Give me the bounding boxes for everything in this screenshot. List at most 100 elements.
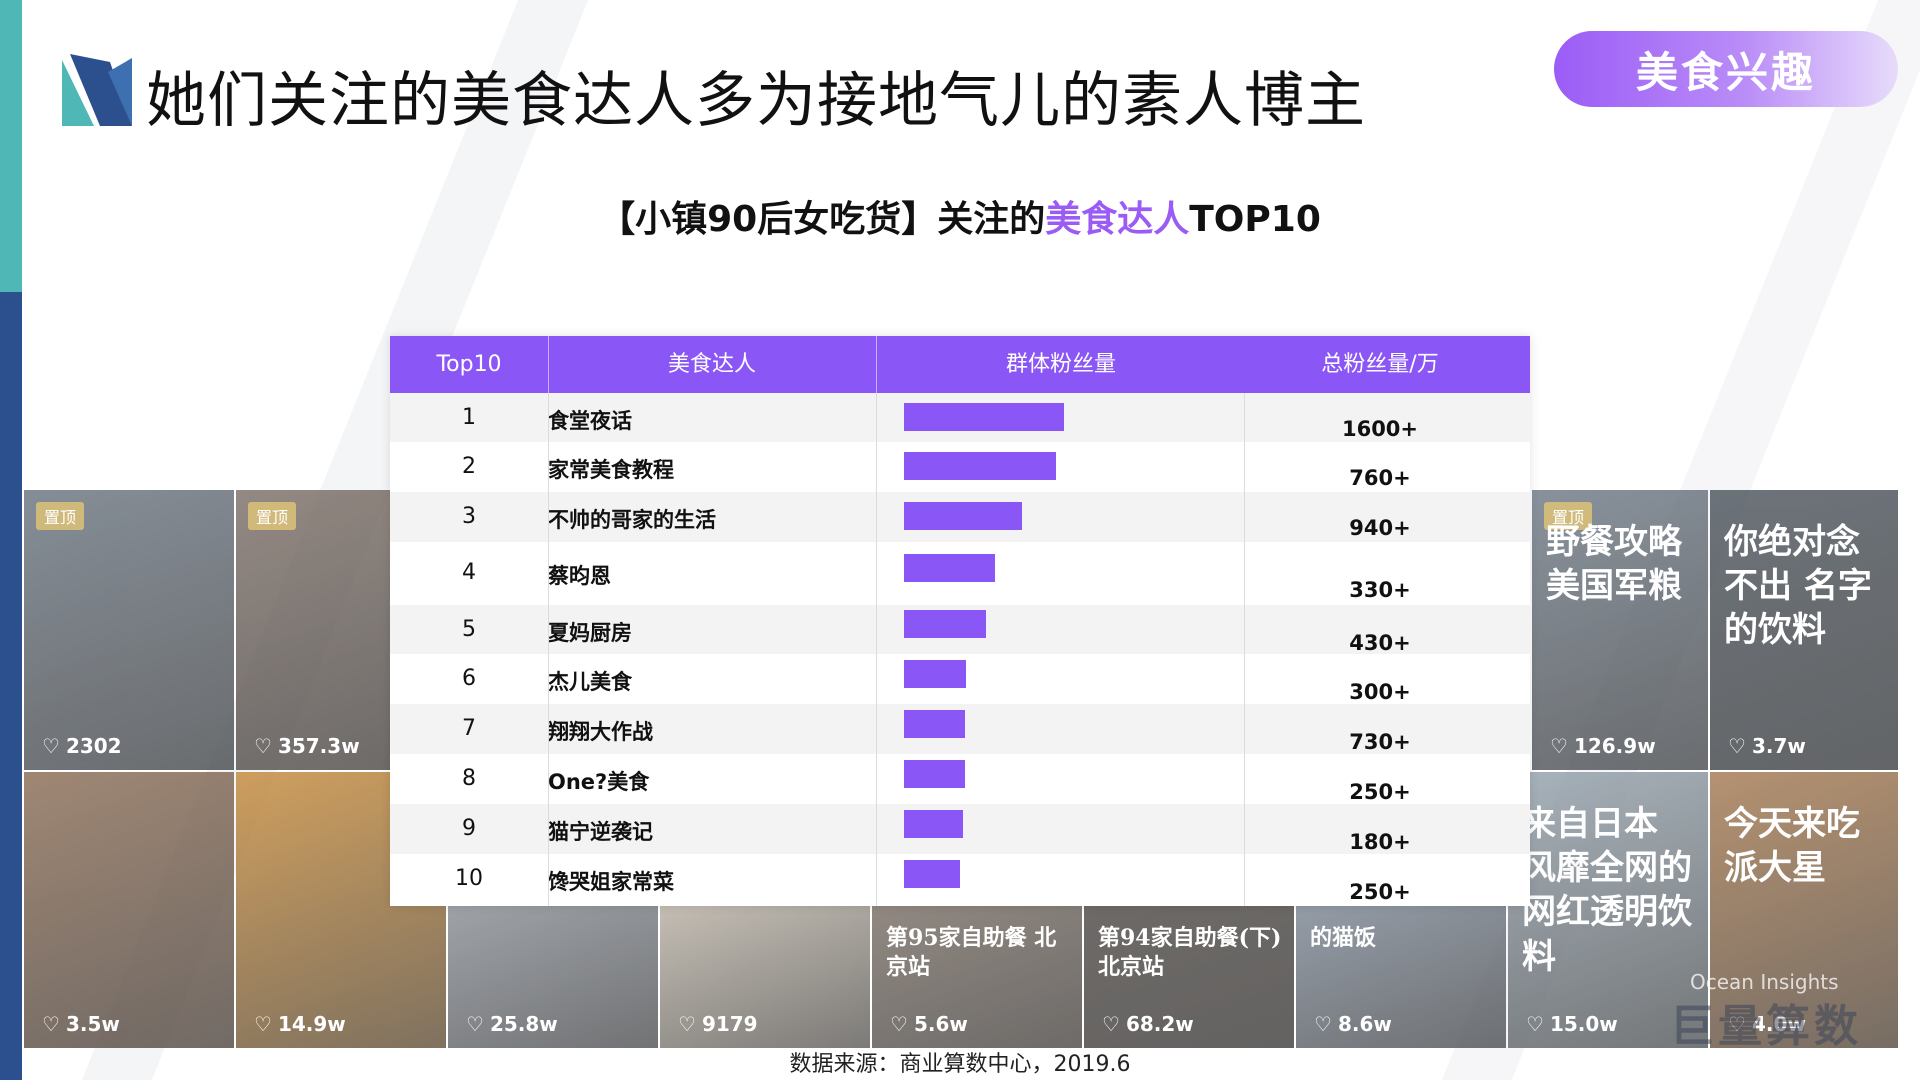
like-count-value: 3.5w xyxy=(65,1012,120,1036)
like-count-value: 68.2w xyxy=(1125,1012,1194,1036)
influencer-name-cell: 夏妈厨房 xyxy=(548,621,632,645)
total-fans-cell: 730+ xyxy=(1349,730,1411,754)
background-video-tile: 第95家自助餐 北京站 ♡ 5.6w xyxy=(872,906,1082,1048)
total-fans-cell: 250+ xyxy=(1349,780,1411,804)
brand-watermark: 巨量算数 xyxy=(1670,1001,1862,1052)
background-video-tile: 的猫饭 ♡ 8.6w xyxy=(1296,906,1506,1048)
total-fans-cell: 180+ xyxy=(1349,830,1411,854)
like-count: ♡ 68.2w xyxy=(1102,1012,1194,1036)
like-count: ♡ 15.0w xyxy=(1526,1012,1618,1036)
rank-cell: 5 xyxy=(462,617,476,642)
pinned-badge: 置顶 xyxy=(248,502,297,530)
ranking-table: Top10 美食达人 群体粉丝量 总粉丝量/万 1 食堂夜话 1600+ 2 家常美食教… xyxy=(390,336,1530,906)
column-header-group-fans: 群体粉丝量 xyxy=(1005,352,1116,377)
table-row: 7 翔翔大作战 730+ xyxy=(390,704,1530,754)
total-fans-cell: 940+ xyxy=(1349,516,1411,540)
table-row: 6 杰儿美食 300+ xyxy=(390,654,1530,704)
total-fans-cell: 430+ xyxy=(1349,631,1411,655)
group-fans-bar xyxy=(904,502,1022,530)
influencer-name-cell: 杰儿美食 xyxy=(548,670,632,694)
heart-icon: ♡ xyxy=(1314,1012,1332,1036)
tile-caption: 的猫饭 xyxy=(1310,925,1377,951)
table-row: 2 家常美食教程 760+ xyxy=(390,442,1530,492)
background-video-tile: ♡ 9179 xyxy=(660,906,870,1048)
group-fans-bar xyxy=(904,660,966,688)
table-row: 4 蔡昀恩 330+ xyxy=(390,542,1530,605)
heart-icon: ♡ xyxy=(1550,734,1568,758)
heart-icon: ♡ xyxy=(466,1012,484,1036)
like-count: ♡ 3.7w xyxy=(1728,734,1806,758)
rank-cell: 9 xyxy=(462,816,476,841)
rank-cell: 1 xyxy=(462,405,476,430)
group-fans-bar xyxy=(904,810,963,838)
like-count-value: 126.9w xyxy=(1573,734,1656,758)
rank-cell: 10 xyxy=(455,866,483,891)
rank-cell: 7 xyxy=(462,716,476,741)
logo-icon xyxy=(62,54,132,126)
rank-cell: 6 xyxy=(462,666,476,691)
like-count: ♡ 2302 xyxy=(42,734,122,758)
accent-strip-top xyxy=(0,0,22,292)
column-header-rank: Top10 xyxy=(436,352,502,377)
table-row: 10 馋哭姐家常菜 250+ xyxy=(390,854,1530,906)
tile-caption: 第95家自助餐 北京站 xyxy=(886,925,1057,980)
like-count: ♡ 9179 xyxy=(678,1012,758,1036)
table-row: 1 食堂夜话 1600+ xyxy=(390,393,1530,442)
background-video-tile: ♡ 25.8w xyxy=(448,906,658,1048)
like-count: ♡ 5.6w xyxy=(890,1012,968,1036)
heart-icon: ♡ xyxy=(254,1012,272,1036)
table-row: 9 猫宁逆袭记 180+ xyxy=(390,804,1530,854)
background-video-tile: 第94家自助餐(下) 北京站 ♡ 68.2w xyxy=(1084,906,1294,1048)
total-fans-cell: 1600+ xyxy=(1341,417,1419,441)
like-count: ♡ 357.3w xyxy=(254,734,360,758)
tile-caption: 你绝对念不出 名字的饮料 xyxy=(1724,522,1872,651)
background-video-tile: 置顶 ♡ 357.3w xyxy=(236,490,391,770)
like-count: ♡ 126.9w xyxy=(1550,734,1656,758)
heart-icon: ♡ xyxy=(254,734,272,758)
influencer-name-cell: 猫宁逆袭记 xyxy=(548,820,653,844)
heart-icon: ♡ xyxy=(42,1012,60,1036)
group-fans-bar xyxy=(904,452,1056,480)
total-fans-cell: 300+ xyxy=(1349,680,1411,704)
like-count-value: 357.3w xyxy=(277,734,360,758)
like-count: ♡ 4.0w xyxy=(1728,1012,1806,1036)
rank-cell: 3 xyxy=(462,504,476,529)
heart-icon: ♡ xyxy=(1102,1012,1120,1036)
column-divider xyxy=(876,393,877,906)
total-fans-cell: 330+ xyxy=(1349,578,1411,602)
influencer-name-cell: One?美食 xyxy=(548,770,650,794)
column-divider xyxy=(548,393,549,906)
tile-caption: 野餐攻略 美国军粮 xyxy=(1546,522,1682,607)
subtitle-prefix: 【小镇90后女吃货】关注的 xyxy=(599,199,1046,240)
pinned-badge: 置顶 xyxy=(1544,502,1593,530)
pinned-badge: 置顶 xyxy=(36,502,85,530)
influencer-name-cell: 家常美食教程 xyxy=(548,458,674,482)
watermark: Ocean Insights xyxy=(1690,970,1839,994)
like-count-value: 25.8w xyxy=(489,1012,558,1036)
table-row: 3 不帅的哥家的生活 940+ xyxy=(390,492,1530,542)
total-fans-cell: 760+ xyxy=(1349,466,1411,490)
group-fans-bar xyxy=(904,403,1064,431)
subtitle-suffix: TOP10 xyxy=(1189,199,1321,240)
group-fans-bar xyxy=(904,554,995,582)
header-divider xyxy=(548,336,549,393)
like-count: ♡ 3.5w xyxy=(42,1012,120,1036)
column-header-total-fans: 总粉丝量/万 xyxy=(1321,352,1439,377)
column-divider xyxy=(1244,393,1245,906)
like-count: ♡ 8.6w xyxy=(1314,1012,1392,1036)
accent-strip-bottom xyxy=(0,292,22,1080)
rank-cell: 8 xyxy=(462,766,476,791)
background-video-tile: 置顶 ♡ 2302 xyxy=(24,490,234,770)
like-count-value: 4.0w xyxy=(1751,1012,1806,1036)
like-count-value: 14.9w xyxy=(277,1012,346,1036)
background-video-tile: 来自日本 风靡全网的 网红透明饮料 ♡ 15.0w xyxy=(1508,772,1708,1048)
like-count: ♡ 25.8w xyxy=(466,1012,558,1036)
like-count: ♡ 14.9w xyxy=(254,1012,346,1036)
heart-icon: ♡ xyxy=(1526,1012,1544,1036)
group-fans-bar xyxy=(904,760,965,788)
table-header: Top10 美食达人 群体粉丝量 总粉丝量/万 xyxy=(390,336,1530,393)
like-count-value: 9179 xyxy=(701,1012,758,1036)
rank-cell: 4 xyxy=(462,560,476,585)
background-video-tile: ♡ 3.5w xyxy=(24,772,234,1048)
influencer-name-cell: 不帅的哥家的生活 xyxy=(548,508,716,532)
